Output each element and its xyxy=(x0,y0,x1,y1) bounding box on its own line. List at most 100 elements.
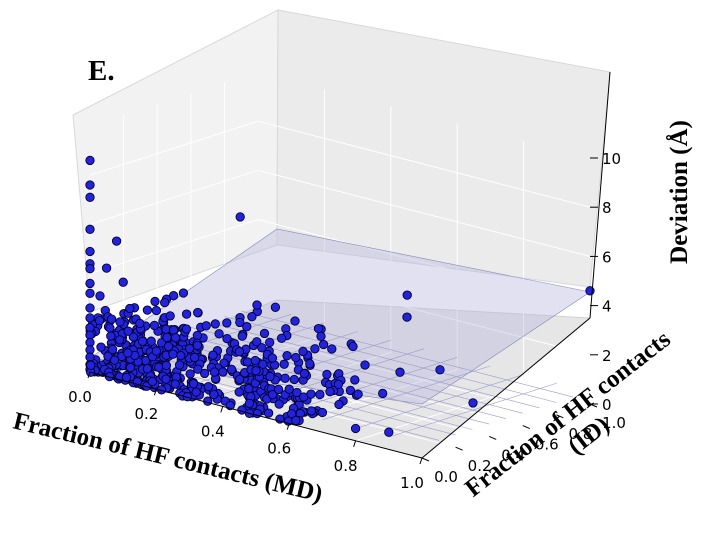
scatter-point xyxy=(85,303,95,313)
scatter-point xyxy=(181,309,192,319)
scatter-point xyxy=(191,387,201,397)
scatter-point xyxy=(306,406,317,416)
scatter-point xyxy=(170,333,181,343)
scatter-point xyxy=(125,303,135,314)
scatter-point xyxy=(237,331,247,341)
scatter-point xyxy=(203,381,214,392)
y-tick-label: 0.8 xyxy=(568,425,592,443)
scatter-point xyxy=(279,359,289,369)
scatter-point xyxy=(170,379,180,389)
scatter-point xyxy=(105,323,115,333)
scatter-point xyxy=(468,398,478,408)
panel-label: E. xyxy=(88,55,115,87)
scatter-point xyxy=(353,389,363,399)
x-tick-label: 1.0 xyxy=(400,474,424,492)
scatter-point xyxy=(242,322,252,332)
scatter-point xyxy=(350,423,361,434)
scatter-point xyxy=(94,315,105,326)
scatter-point xyxy=(85,180,95,190)
scatter-point xyxy=(135,318,145,329)
scatter-point xyxy=(162,332,172,343)
z-tick-label: 8 xyxy=(602,199,612,217)
z-tick-label: 4 xyxy=(602,298,612,316)
scatter-point xyxy=(165,311,175,321)
scatter-point xyxy=(257,343,267,353)
scatter-point xyxy=(226,364,237,374)
scatter-point xyxy=(106,331,116,341)
scatter-point xyxy=(192,340,203,351)
scatter-point xyxy=(290,316,300,326)
scatter-point xyxy=(317,407,328,418)
scatter-point xyxy=(163,341,174,352)
scatter-point xyxy=(284,384,294,394)
scatter-point xyxy=(85,278,95,289)
scatter-point xyxy=(333,379,344,389)
scatter-point xyxy=(176,350,186,361)
scatter-point xyxy=(235,317,245,328)
scatter-point xyxy=(203,396,213,406)
scatter-point xyxy=(142,364,153,374)
scatter-point xyxy=(273,384,284,395)
scatter-point xyxy=(118,277,128,287)
scatter-point xyxy=(199,368,210,379)
floor-grid-y xyxy=(224,328,557,416)
scatter-point xyxy=(193,307,203,318)
scatter-point xyxy=(85,264,95,274)
scatter-point xyxy=(258,359,268,369)
scatter-point xyxy=(222,333,232,344)
plane-grid-line xyxy=(355,374,524,429)
scatter-point xyxy=(280,373,290,383)
scatter-point xyxy=(185,369,195,379)
y-tick xyxy=(556,414,564,419)
scatter-point xyxy=(287,409,297,419)
scatter-point xyxy=(161,360,172,371)
scatter-point xyxy=(161,324,171,334)
y-tick-label: 0.4 xyxy=(501,446,525,464)
scatter-point xyxy=(209,367,220,377)
scatter-point xyxy=(291,352,301,363)
scatter-point xyxy=(111,236,122,246)
scatter-point xyxy=(193,364,203,374)
scatter-point xyxy=(318,339,329,350)
scatter-point xyxy=(181,324,192,334)
x-tick xyxy=(87,371,91,379)
y-tick-label: 0.2 xyxy=(468,457,492,475)
y-tick-label: 0.0 xyxy=(434,468,458,486)
scatter-point xyxy=(322,369,332,380)
x-tick-label: 0.6 xyxy=(267,440,291,458)
scatter-point xyxy=(184,343,195,354)
scatter-point xyxy=(402,290,412,300)
scatter-point xyxy=(316,331,326,341)
back-grid-z xyxy=(257,219,591,307)
scatter-point xyxy=(85,246,95,257)
x-tick-label: 0.2 xyxy=(134,405,158,423)
plane-grid-line xyxy=(190,327,523,414)
plane-grid-line xyxy=(241,310,574,398)
scatter-point xyxy=(137,336,148,347)
scatter-point xyxy=(218,367,228,377)
scatter-point xyxy=(147,376,158,387)
y-tick xyxy=(455,446,463,451)
x-axis-line xyxy=(89,371,423,459)
scatter-point xyxy=(85,155,95,166)
scatter-point xyxy=(161,374,171,384)
scatter-point xyxy=(151,346,162,356)
scatter-point xyxy=(151,305,162,316)
side-grid-z xyxy=(89,169,259,225)
scatter-point xyxy=(85,192,95,202)
scatter-point xyxy=(378,388,388,399)
x-tick xyxy=(353,440,357,447)
scatter-point xyxy=(298,346,308,357)
scatter-point xyxy=(85,313,95,323)
scatter-point xyxy=(267,353,278,363)
scatter-point xyxy=(115,335,125,345)
scatter-point xyxy=(274,399,284,409)
axis-ticks: 0.00.20.40.60.81.0 0.00.20.40.60.81.00246… xyxy=(68,150,626,492)
z-tick-label: 6 xyxy=(602,248,612,266)
scatter-point xyxy=(234,387,244,397)
scatter-point xyxy=(350,375,360,385)
floor-grid-x xyxy=(355,386,524,442)
scatter-point xyxy=(95,291,105,301)
scatter-point xyxy=(208,350,218,360)
